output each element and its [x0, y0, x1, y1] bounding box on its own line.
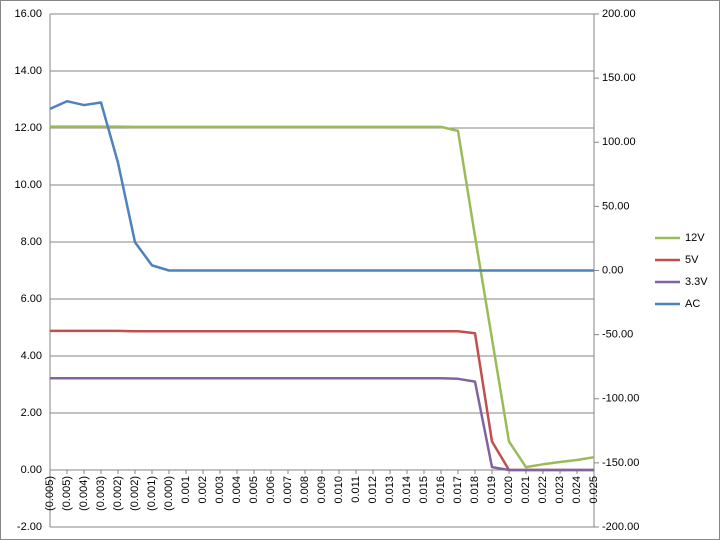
x-tick-label: 0.007	[282, 476, 294, 504]
series-line	[50, 125, 595, 469]
y2-tick-label: -200.00	[602, 521, 639, 533]
x-tick-label: (0.002)	[129, 476, 141, 511]
x-tick-label: 0.004	[231, 476, 243, 504]
x-tick-label: 0.019	[486, 476, 498, 504]
y-tick-label: 6.00	[21, 293, 42, 305]
y-tick-label: 4.00	[21, 350, 42, 362]
y-tick-label: 8.00	[21, 236, 42, 248]
series-line	[50, 376, 594, 472]
legend-label: AC	[685, 298, 700, 310]
x-tick-label: 0.016	[435, 476, 447, 504]
y-tick-label: 14.00	[14, 65, 42, 77]
x-tick-label: 0.018	[469, 476, 481, 504]
series-line	[50, 329, 594, 472]
series-line	[49, 99, 594, 272]
y2-tick-label: 100.00	[602, 136, 636, 148]
y2-tick-label: 200.00	[602, 8, 636, 20]
y-tick-label: 12.00	[14, 122, 42, 134]
y2-tick-label: -150.00	[602, 457, 639, 469]
legend-label: 3.3V	[685, 276, 708, 288]
y2-tick-label: -100.00	[602, 393, 639, 405]
legend-label: 5V	[685, 254, 699, 266]
legend-label: 12V	[685, 232, 705, 244]
x-tick-label: (0.003)	[95, 476, 107, 511]
y2-tick-label: 50.00	[602, 200, 630, 212]
x-tick-label: 0.006	[265, 476, 277, 504]
x-tick-label: 0.012	[367, 476, 379, 504]
x-tick-label: 0.010	[333, 476, 345, 504]
x-tick-label: 0.023	[554, 476, 566, 504]
y2-tick-label: 150.00	[602, 72, 636, 84]
x-tick-label: 0.021	[520, 476, 532, 504]
x-tick-label: 0.017	[452, 476, 464, 504]
x-tick-label: 0.024	[571, 476, 583, 504]
x-tick-label: 0.015	[418, 476, 430, 504]
x-tick-label: (0.005)	[61, 476, 73, 511]
x-tick-label: 0.001	[180, 476, 192, 504]
y-tick-label: -2.00	[17, 521, 42, 533]
x-tick-label: 0.020	[503, 476, 515, 504]
x-tick-label: 0.008	[299, 476, 311, 504]
y-tick-label: 2.00	[21, 407, 42, 419]
y-tick-label: 16.00	[14, 8, 42, 20]
x-tick-label: 0.002	[197, 476, 209, 504]
x-tick-label: (0.004)	[78, 476, 90, 511]
y2-tick-label: -50.00	[602, 329, 633, 341]
x-tick-label: 0.005	[248, 476, 260, 504]
x-tick-label: 0.022	[537, 476, 549, 504]
x-tick-label: (0.000)	[163, 476, 175, 511]
x-tick-label: 0.003	[214, 476, 226, 504]
x-tick-label: 0.013	[384, 476, 396, 504]
y-tick-label: 10.00	[14, 179, 42, 191]
x-tick-label: 0.009	[316, 476, 328, 504]
x-tick-label: (0.002)	[112, 476, 124, 511]
x-tick-label: (0.005)	[44, 476, 56, 511]
y2-tick-label: 0.00	[602, 264, 623, 276]
x-tick-label: (0.001)	[146, 476, 158, 511]
y-tick-label: 0.00	[21, 464, 42, 476]
x-tick-label: 0.014	[401, 476, 413, 504]
x-tick-label: 0.011	[350, 476, 362, 503]
x-tick-label: 0.025	[588, 476, 600, 504]
